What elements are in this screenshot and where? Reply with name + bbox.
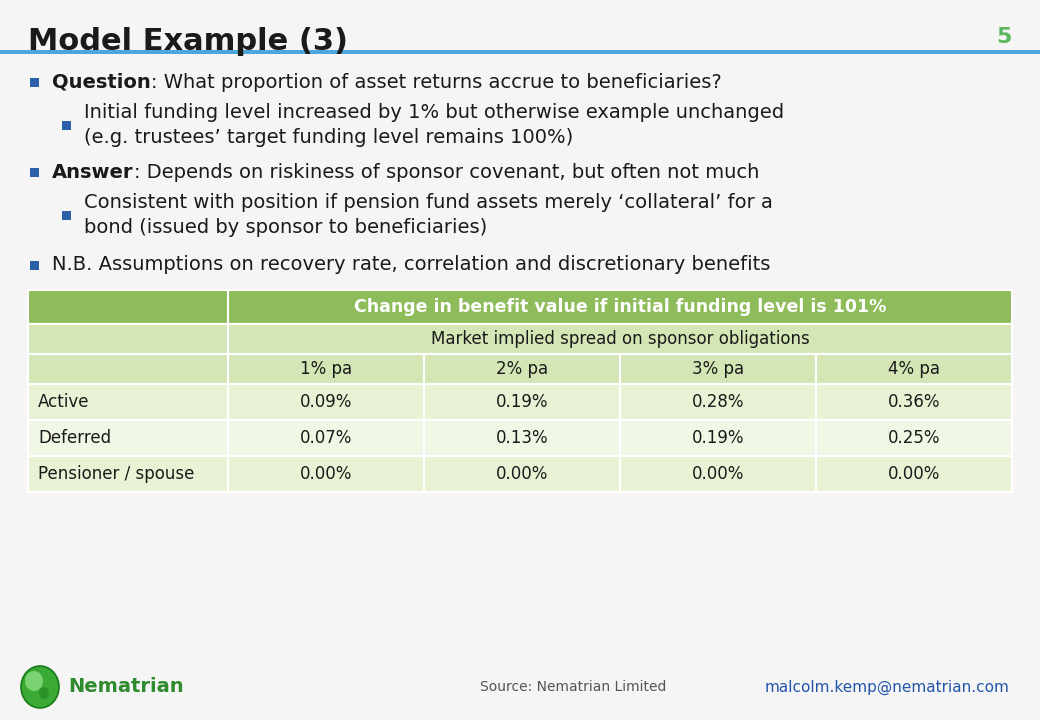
Bar xyxy=(28,384,228,420)
Text: Answer: Answer xyxy=(52,163,133,181)
Bar xyxy=(62,120,71,130)
Text: : Depends on riskiness of sponsor covenant, but often not much: : Depends on riskiness of sponsor covena… xyxy=(133,163,759,181)
Text: Change in benefit value if initial funding level is 101%: Change in benefit value if initial fundi… xyxy=(354,298,886,316)
Bar xyxy=(424,354,620,384)
Text: 0.19%: 0.19% xyxy=(692,429,745,447)
Text: Deferred: Deferred xyxy=(38,429,111,447)
Text: Nematrian: Nematrian xyxy=(68,678,184,696)
Text: 0.36%: 0.36% xyxy=(888,393,940,411)
Text: 5: 5 xyxy=(996,27,1012,47)
Text: 0.07%: 0.07% xyxy=(300,429,353,447)
Bar xyxy=(0,50,1040,54)
Text: Pensioner / spouse: Pensioner / spouse xyxy=(38,465,194,483)
Bar xyxy=(228,456,424,492)
Bar xyxy=(30,78,40,86)
Bar xyxy=(28,290,228,324)
Bar xyxy=(28,354,228,384)
Ellipse shape xyxy=(40,687,49,699)
Bar xyxy=(228,324,1012,354)
Bar xyxy=(28,456,228,492)
Bar xyxy=(30,168,40,176)
Text: 2% pa: 2% pa xyxy=(496,360,548,378)
Text: 0.09%: 0.09% xyxy=(300,393,353,411)
Bar xyxy=(620,420,816,456)
Bar xyxy=(620,384,816,420)
Text: malcolm.kemp@nematrian.com: malcolm.kemp@nematrian.com xyxy=(765,680,1010,695)
Bar xyxy=(228,420,424,456)
Text: Question: Question xyxy=(52,73,151,91)
Bar xyxy=(228,354,424,384)
Bar xyxy=(62,210,71,220)
Text: 0.13%: 0.13% xyxy=(496,429,548,447)
Text: Initial funding level increased by 1% but otherwise example unchanged
(e.g. trus: Initial funding level increased by 1% bu… xyxy=(84,103,784,147)
Bar xyxy=(424,420,620,456)
Ellipse shape xyxy=(21,666,59,708)
Text: 0.00%: 0.00% xyxy=(300,465,353,483)
Text: 0.19%: 0.19% xyxy=(496,393,548,411)
Text: Model Example (3): Model Example (3) xyxy=(28,27,348,56)
Bar xyxy=(816,456,1012,492)
Bar xyxy=(30,261,40,269)
Bar xyxy=(816,384,1012,420)
Text: 0.28%: 0.28% xyxy=(692,393,745,411)
Bar xyxy=(228,290,1012,324)
Text: N.B. Assumptions on recovery rate, correlation and discretionary benefits: N.B. Assumptions on recovery rate, corre… xyxy=(52,256,771,274)
Text: Market implied spread on sponsor obligations: Market implied spread on sponsor obligat… xyxy=(431,330,809,348)
Bar xyxy=(424,456,620,492)
Text: Consistent with position if pension fund assets merely ‘collateral’ for a
bond (: Consistent with position if pension fund… xyxy=(84,193,773,237)
Text: Active: Active xyxy=(38,393,89,411)
Text: 0.00%: 0.00% xyxy=(692,465,745,483)
Text: 0.00%: 0.00% xyxy=(496,465,548,483)
Text: : What proportion of asset returns accrue to beneficiaries?: : What proportion of asset returns accru… xyxy=(151,73,722,91)
Bar xyxy=(28,324,228,354)
Bar xyxy=(424,384,620,420)
Text: Source: Nematrian Limited: Source: Nematrian Limited xyxy=(480,680,667,694)
Bar xyxy=(28,420,228,456)
Bar xyxy=(816,354,1012,384)
Bar xyxy=(228,384,424,420)
Bar xyxy=(620,354,816,384)
Text: 0.00%: 0.00% xyxy=(888,465,940,483)
Text: 1% pa: 1% pa xyxy=(300,360,353,378)
Text: 3% pa: 3% pa xyxy=(692,360,744,378)
Bar xyxy=(816,420,1012,456)
Text: 4% pa: 4% pa xyxy=(888,360,940,378)
Ellipse shape xyxy=(25,671,43,691)
Bar xyxy=(620,456,816,492)
Text: 0.25%: 0.25% xyxy=(888,429,940,447)
